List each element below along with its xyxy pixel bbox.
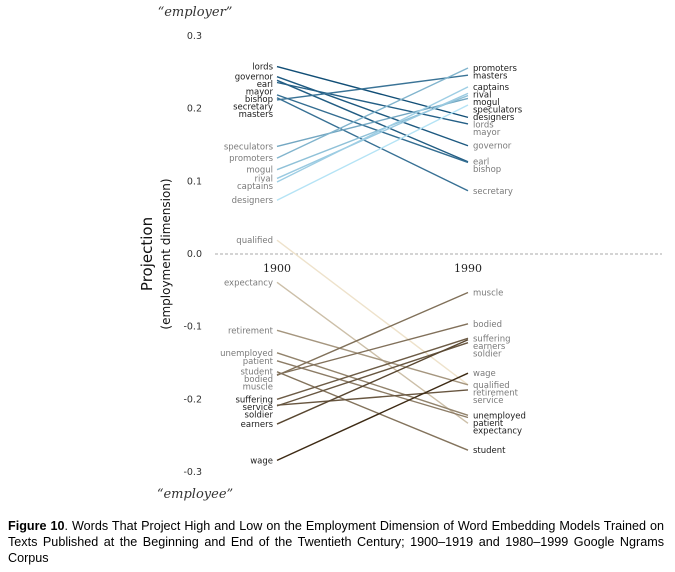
label-1900-expectancy: expectancy <box>224 278 273 288</box>
label-1990-masters: masters <box>473 71 508 81</box>
label-1900-earners: earners <box>241 420 274 430</box>
label-1900-unemployed: unemployed <box>220 349 273 359</box>
label-1900-earl: earl <box>257 80 273 90</box>
series-line-mayor <box>276 81 469 125</box>
label-1900-masters: masters <box>239 110 274 120</box>
y-tick-label: 0.0 <box>187 249 202 260</box>
series-line-promoters <box>276 67 469 159</box>
label-1990-expectancy: expectancy <box>473 426 522 436</box>
label-1900-bishop: bishop <box>245 95 273 105</box>
y-tick-label: 0.2 <box>187 104 202 115</box>
label-1900-secretary: secretary <box>233 103 273 113</box>
label-1990-lords: lords <box>473 120 494 130</box>
label-1900-bodied: bodied <box>244 375 273 385</box>
label-1900-governor: governor <box>235 73 274 83</box>
label-1900-muscle: muscle <box>243 383 273 393</box>
label-1990-mayor: mayor <box>473 128 501 138</box>
label-1990-wage: wage <box>473 369 496 379</box>
label-1900-soldier: soldier <box>245 410 274 420</box>
label-1900-speculators: speculators <box>224 142 274 152</box>
series-line-bishop <box>276 94 469 164</box>
label-1900-suffering: suffering <box>235 395 273 405</box>
label-1990-unemployed: unemployed <box>473 411 526 421</box>
employer-anchor-label: “employer” <box>158 5 233 20</box>
series-line-earl <box>276 79 469 163</box>
figure-caption: Figure 10. Words That Project High and L… <box>8 518 664 566</box>
series-line-governor <box>276 76 469 147</box>
series-line-muscle <box>276 291 469 377</box>
label-1990-patient: patient <box>473 419 504 429</box>
series-line-suffering <box>276 337 469 401</box>
series-line-service <box>276 389 469 406</box>
series-line-retirement <box>276 329 469 386</box>
series-line-earners <box>276 339 469 425</box>
label-1990-earl: earl <box>473 158 489 168</box>
label-1990-student: student <box>473 446 506 456</box>
label-1990-earners: earners <box>473 342 506 352</box>
series-line-speculators <box>276 97 469 148</box>
series-line-rival <box>276 92 469 180</box>
label-1900-lords: lords <box>252 63 273 73</box>
label-1990-promoters: promoters <box>473 64 517 74</box>
label-1900-designers: designers <box>232 196 274 206</box>
label-1900-captains: captains <box>237 182 274 192</box>
label-1900-rival: rival <box>255 174 273 184</box>
label-1990-speculators: speculators <box>473 105 523 115</box>
series-line-lords <box>276 65 469 119</box>
y-tick-label: -0.1 <box>183 322 202 333</box>
series-line-qualified <box>276 239 469 386</box>
label-1900-student: student <box>241 368 274 378</box>
label-1990-rival: rival <box>473 90 491 100</box>
label-1990-retirement: retirement <box>473 388 519 398</box>
label-1990-governor: governor <box>473 142 512 152</box>
label-1990-captains: captains <box>473 83 510 93</box>
y-tick-label: -0.3 <box>183 467 202 478</box>
label-1900-patient: patient <box>243 357 274 367</box>
label-1990-suffering: suffering <box>473 334 511 344</box>
year-label-1900: 1900 <box>263 262 291 275</box>
series-line-secretary <box>276 97 469 192</box>
label-1990-designers: designers <box>473 113 515 123</box>
y-axis-title: Projection <box>138 217 156 291</box>
series-line-bodied <box>276 323 469 376</box>
caption-label: Figure 10 <box>8 519 65 533</box>
series-line-expectancy <box>276 281 469 424</box>
series-line-captains <box>276 86 469 183</box>
label-1900-mogul: mogul <box>246 166 273 176</box>
label-1990-qualified: qualified <box>473 381 510 391</box>
y-tick-label: -0.2 <box>183 394 202 405</box>
label-1990-bishop: bishop <box>473 165 501 175</box>
label-1990-bodied: bodied <box>473 320 502 330</box>
label-1990-service: service <box>473 396 503 406</box>
year-label-1990: 1990 <box>454 262 482 275</box>
label-1900-retirement: retirement <box>228 326 274 336</box>
label-1990-secretary: secretary <box>473 187 513 197</box>
series-line-wage <box>276 372 469 462</box>
label-1900-qualified: qualified <box>236 236 273 246</box>
series-line-student <box>276 371 469 451</box>
label-1900-wage: wage <box>250 456 273 466</box>
label-1900-mayor: mayor <box>246 88 274 98</box>
label-1900-service: service <box>243 403 273 413</box>
label-1990-mogul: mogul <box>473 98 500 108</box>
series-line-patient <box>276 360 469 419</box>
label-1900-promoters: promoters <box>229 154 273 164</box>
y-tick-label: 0.3 <box>187 31 202 42</box>
y-tick-label: 0.1 <box>187 176 202 187</box>
employee-anchor-label: “employee” <box>157 487 233 502</box>
label-1990-soldier: soldier <box>473 349 502 359</box>
series-line-unemployed <box>276 352 469 416</box>
series-line-masters <box>276 74 469 101</box>
y-axis-subtitle: (employment dimension) <box>159 178 173 329</box>
label-1990-muscle: muscle <box>473 289 503 299</box>
series-line-designers <box>276 104 469 201</box>
caption-text: . Words That Project High and Low on the… <box>8 519 664 565</box>
